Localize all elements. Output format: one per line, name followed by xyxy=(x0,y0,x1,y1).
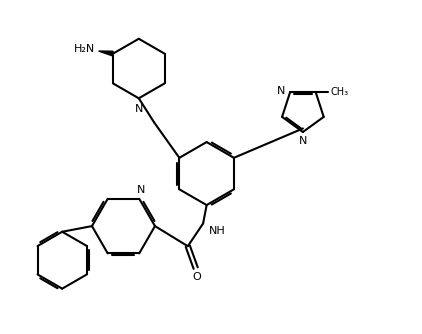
Text: N: N xyxy=(277,86,286,96)
Text: H₂N: H₂N xyxy=(73,44,95,54)
Text: NH: NH xyxy=(209,226,226,236)
Text: N: N xyxy=(137,185,145,195)
Text: O: O xyxy=(192,273,201,283)
Text: N: N xyxy=(135,104,143,114)
Text: CH₃: CH₃ xyxy=(331,87,349,97)
Text: N: N xyxy=(299,136,308,146)
Polygon shape xyxy=(99,51,113,56)
